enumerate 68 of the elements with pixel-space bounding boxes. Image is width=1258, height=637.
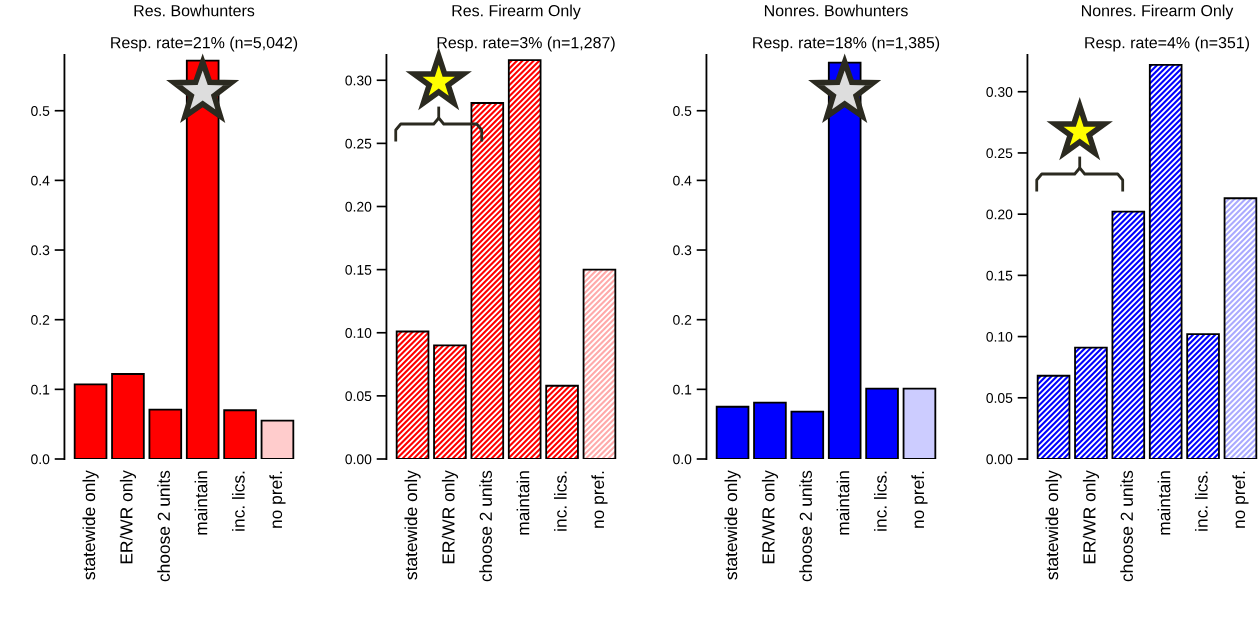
x-tick-label: choose 2 units [1120,470,1133,582]
y-tick-label: 0.05 [986,393,1013,403]
x-tick-label: ER/WR only [1082,470,1100,564]
x-tick-label: choose 2 units [479,470,492,582]
y-tick-label: 0.3 [673,245,692,256]
y-tick-label: 0.0 [31,454,50,465]
y-tick-label: 0.15 [345,264,372,275]
x-tick-label: maintain [516,471,530,535]
chart-title: Nonres. Bowhunters [764,4,908,17]
x-tick-label: choose 2 units [799,470,812,582]
y-tick-label: 0.00 [345,454,372,465]
bar [902,387,937,459]
x-tick-label: no pref. [591,471,608,528]
bar [73,383,108,459]
y-tick-label: 0.25 [345,138,372,149]
chart-title: Res. Firearm Only [452,4,581,20]
y-tick-label: 0.0 [673,454,692,465]
y-tick-label: 0.00 [986,454,1013,465]
y-tick-label: 0.4 [31,175,50,186]
chart-subtitle: Resp. rate=4% (n=351) [1085,36,1250,52]
y-tick-label: 0.05 [345,391,372,402]
x-tick-label: no pref. [1232,471,1249,528]
y-tick-label: 0.2 [673,315,692,325]
chart-title: Res. Bowhunters [134,4,255,17]
x-tick-label: inc. lics. [1194,471,1208,531]
y-tick-label: 0.10 [345,328,372,338]
y-tick-label: 0.10 [986,331,1013,342]
x-tick-label: maintain [836,471,850,535]
x-tick-label: ER/WR only [441,470,459,564]
y-tick-label: 0.3 [31,245,50,256]
y-tick-label: 0.20 [345,201,372,212]
x-tick-label: no pref. [911,471,928,528]
chart-subtitle: Resp. rate=21% (n=5,042) [111,36,298,52]
x-tick-label: maintain [194,471,208,535]
x-tick-label: statewide only [724,470,741,580]
y-tick-label: 0.30 [345,75,372,86]
chart-subtitle: Resp. rate=18% (n=1,385) [753,36,940,52]
y-tick-label: 0.4 [673,175,692,186]
bar [111,373,145,459]
y-tick-label: 0.1 [673,384,692,395]
bar [148,408,183,459]
x-tick-label: inc. lics. [231,471,245,531]
x-tick-label: statewide only [404,470,421,580]
bar [260,419,295,459]
bar [790,410,825,459]
x-tick-label: no pref. [269,471,286,528]
y-tick-label: 0.5 [31,106,50,116]
y-tick-label: 0.1 [31,384,50,395]
x-tick-label: statewide only [1045,470,1062,580]
chart-title: Nonres. Firearm Only [1081,4,1234,20]
bar [223,409,257,459]
y-tick-label: 0.25 [986,148,1013,159]
x-tick-label: statewide only [82,470,99,580]
y-tick-label: 0.15 [986,270,1013,281]
x-tick-label: inc. lics. [873,471,887,531]
x-tick-label: maintain [1157,471,1171,535]
bar [753,401,787,459]
x-tick-label: inc. lics. [553,471,567,531]
x-tick-label: ER/WR only [119,470,137,564]
y-tick-label: 0.30 [986,87,1013,97]
x-tick-label: choose 2 units [157,470,170,582]
y-tick-label: 0.5 [673,106,692,116]
x-tick-label: ER/WR only [761,470,779,564]
y-tick-label: 0.2 [31,315,50,325]
bar [865,387,899,459]
y-tick-label: 0.20 [986,209,1013,220]
bar [715,405,750,459]
chart-subtitle: Resp. rate=3% (n=1,287) [437,36,615,52]
